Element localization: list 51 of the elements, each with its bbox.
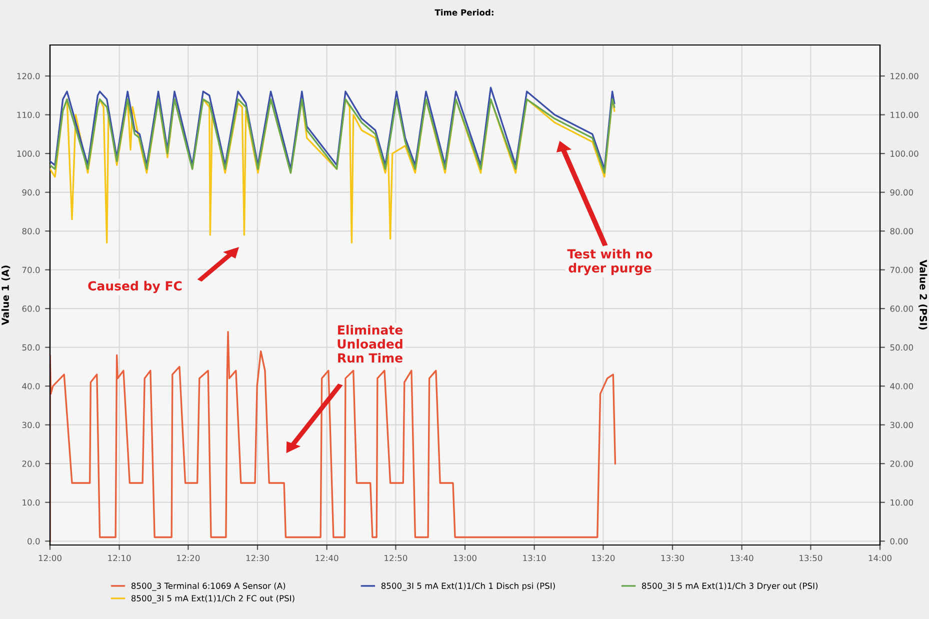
x-tick-label: 13:40	[730, 554, 754, 562]
y-tick-label: 40.0	[22, 383, 40, 390]
y2-axis-title: Value 2 (PSI)	[918, 260, 928, 330]
y2-tick-label: 0.00	[890, 538, 908, 544]
y2-tick-label: 120.00	[890, 72, 918, 80]
annotation: Eliminate Unloaded Run Time	[338, 324, 402, 363]
x-tick-label: 13:10	[523, 554, 546, 562]
line-series	[50, 86, 616, 170]
y2-tick-label: 30.00	[890, 422, 914, 428]
chart-title: Time Period:	[434, 9, 494, 16]
y-tick-label: 100.0	[17, 150, 40, 157]
y-tick-label: 30.0	[22, 422, 40, 428]
y-tick-label: 10.0	[22, 499, 40, 506]
y2-tick-label: 90.00	[890, 189, 914, 196]
x-tick-label: 13:00	[454, 554, 476, 562]
legend-label: 8500_3I 5 mA Ext(1)1/Ch 2 FC out (PSI)	[131, 594, 294, 604]
x-tick-label: 13:30	[661, 554, 684, 562]
x-tick-label: 12:30	[246, 554, 269, 562]
y-axis-title: Value 1 (A)	[1, 266, 10, 326]
y-tick-label: 50.0	[22, 344, 40, 351]
y2-tick-label: 10.00	[890, 499, 914, 506]
annotation: Caused by FC	[88, 280, 182, 294]
y-tick-label: 80.0	[22, 228, 40, 234]
legend-label: 8500_3I 5 mA Ext(1)1/Ch 1 Disch psi (PSI)	[381, 582, 555, 591]
y-tick-label: 120.0	[17, 72, 40, 80]
y-tick-label: 20.0	[22, 460, 40, 467]
y2-tick-label: 60.00	[890, 306, 914, 312]
y2-tick-label: 40.00	[890, 383, 914, 390]
x-tick-label: 12:20	[177, 554, 200, 562]
y2-tick-label: 20.00	[890, 460, 914, 467]
y2-tick-label: 110.00	[890, 112, 918, 118]
y-tick-label: 60.0	[22, 306, 40, 312]
y2-tick-label: 100.00	[890, 150, 918, 157]
y2-tick-label: 50.00	[890, 344, 914, 351]
line-series	[50, 98, 616, 174]
x-tick-label: 12:40	[316, 554, 338, 562]
y2-tick-label: 80.00	[890, 228, 914, 234]
y-tick-label: 70.0	[22, 266, 40, 274]
x-tick-label: 14:00	[868, 554, 892, 562]
x-tick-label: 13:50	[800, 554, 822, 562]
y-tick-label: 0.0	[28, 538, 40, 544]
y-tick-label: 110.0	[17, 112, 40, 118]
legend-label: 8500_3I 5 mA Ext(1)1/Ch 3 Dryer out (PSI)	[642, 582, 818, 591]
x-tick-label: 12:50	[384, 554, 408, 562]
annotation: Test with no dryer purge	[567, 248, 652, 276]
y2-tick-label: 70.00	[890, 266, 914, 274]
x-tick-label: 12:00	[38, 554, 62, 562]
legend-label: 8500_3 Terminal 6:1069 A Sensor (A)	[131, 582, 286, 591]
x-tick-label: 12:10	[108, 554, 131, 562]
x-tick-label: 13:20	[592, 554, 615, 562]
y-tick-label: 90.0	[22, 189, 40, 196]
